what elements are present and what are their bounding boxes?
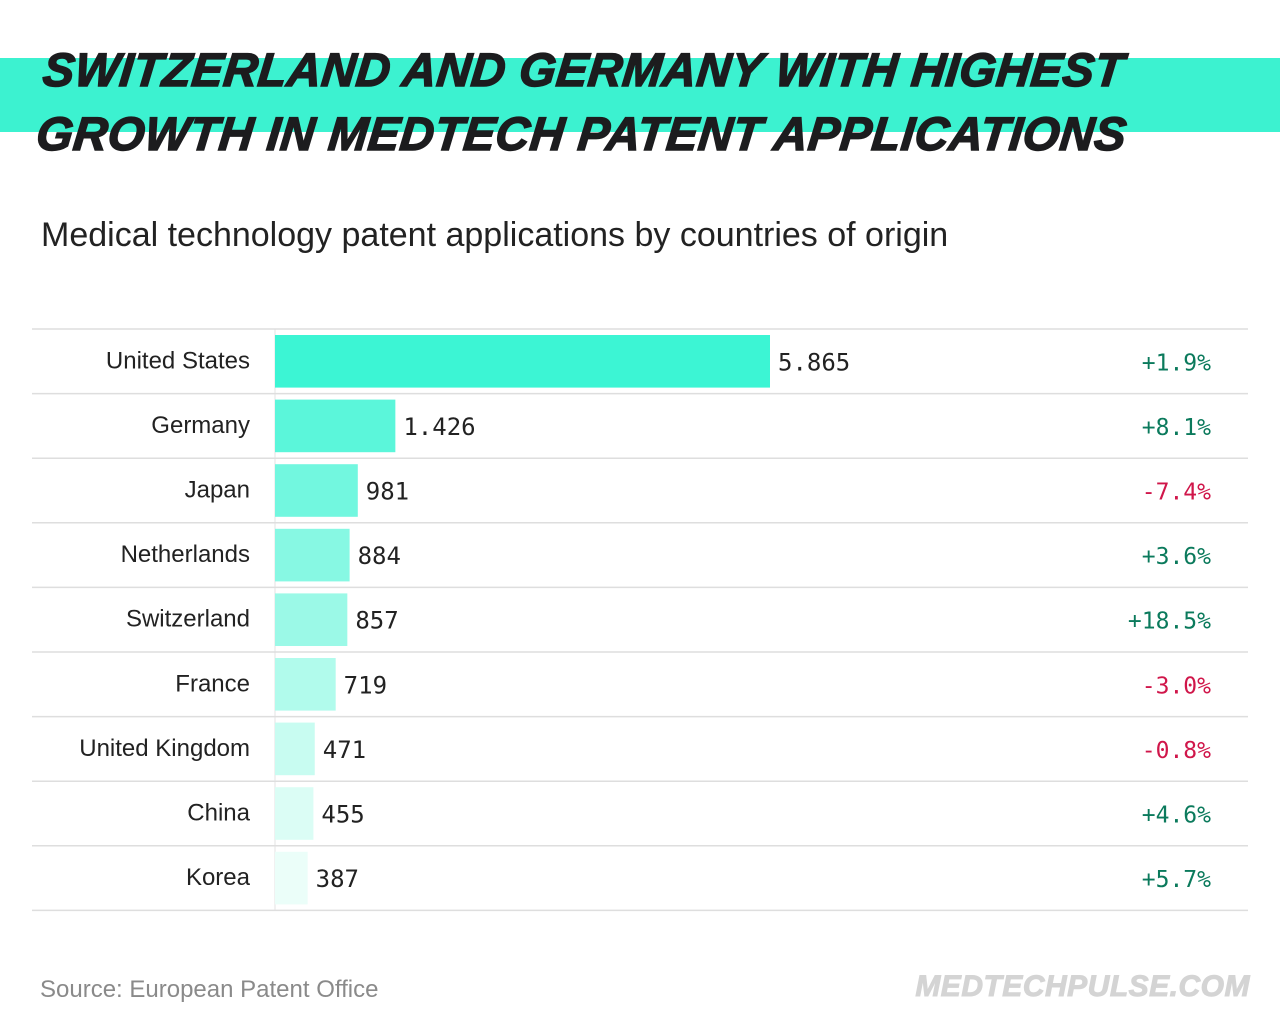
bar-united-kingdom [275,723,315,776]
bar-china [275,787,313,840]
value-label: 719 [344,671,387,699]
category-label: United Kingdom [79,735,250,762]
category-label: Korea [186,864,251,891]
source-note: Source: European Patent Office [40,976,378,1004]
growth-label: +18.5% [1128,609,1211,635]
bar-germany [275,400,395,453]
category-label: United States [106,347,250,374]
category-label: China [187,800,250,827]
value-label: 5.865 [778,348,850,376]
growth-label: +4.6% [1142,803,1211,829]
category-label: France [175,670,250,697]
value-label: 387 [316,865,359,893]
growth-label: -0.8% [1142,738,1211,764]
value-label: 455 [321,801,364,829]
value-label: 471 [323,736,366,764]
value-label: 884 [358,542,401,570]
growth-label: +5.7% [1142,867,1211,893]
value-label: 981 [366,478,409,506]
category-label: Germany [151,412,250,439]
category-label: Netherlands [121,541,250,568]
bar-switzerland [275,593,347,646]
bar-france [275,658,336,711]
growth-label: -3.0% [1142,673,1211,699]
growth-label: +1.9% [1142,350,1211,376]
category-label: Switzerland [126,606,250,633]
bar-japan [275,464,358,517]
brand-logo: MEDTECHPULSE.COM [915,970,1250,1004]
growth-label: +3.6% [1142,544,1211,570]
bar-united-states [275,335,770,388]
value-label: 1.426 [403,413,475,441]
value-label: 857 [355,607,398,635]
growth-label: +8.1% [1142,415,1211,441]
bar-korea [275,852,308,905]
growth-label: -7.4% [1142,480,1211,506]
bar-netherlands [275,529,350,582]
category-label: Japan [185,477,250,504]
